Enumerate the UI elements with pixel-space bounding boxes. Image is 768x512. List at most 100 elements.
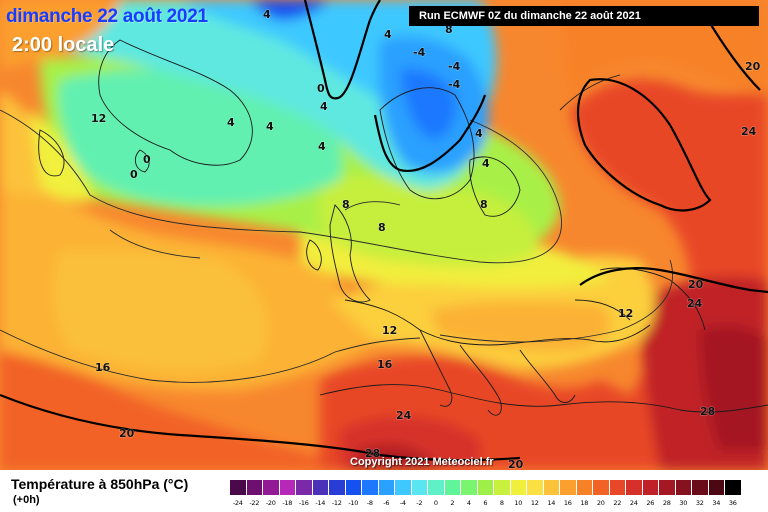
legend-swatch: 36 — [725, 480, 742, 508]
legend-value: 10 — [514, 499, 523, 507]
lead-time: (+0h) — [13, 494, 40, 506]
contour-label: 0 — [130, 168, 138, 181]
legend-color — [609, 480, 625, 495]
legend-color — [675, 480, 691, 495]
legend-value: -6 — [383, 499, 390, 507]
legend-value: 36 — [728, 499, 737, 507]
contour-label: -4 — [448, 78, 461, 91]
legend-color — [230, 480, 246, 495]
legend-value: 30 — [679, 499, 688, 507]
legend-swatch: -18 — [279, 480, 296, 508]
legend-swatch: 28 — [659, 480, 676, 508]
legend-color — [428, 480, 444, 495]
legend-swatch: -12 — [329, 480, 346, 508]
legend-value: 28 — [662, 499, 671, 507]
legend-value: 32 — [695, 499, 704, 507]
legend-value: 22 — [613, 499, 622, 507]
contour-label: 4 — [227, 116, 235, 129]
legend-value: -22 — [249, 499, 260, 507]
contour-label: 12 — [382, 324, 397, 337]
legend-color — [362, 480, 378, 495]
legend-value: 6 — [483, 499, 488, 507]
legend-color — [279, 480, 295, 495]
local-time-title: 2:00 locale — [12, 34, 115, 56]
legend-swatch: 18 — [576, 480, 593, 508]
legend-swatch: 0 — [428, 480, 445, 508]
contour-label: 24 — [741, 125, 757, 138]
contour-label: 4 — [266, 120, 274, 133]
color-scale-legend: -24 -22 -20 -18 -16 -14 -12 -10 -8 -6 -4 -2 0 2 4 6 8 10 1… — [230, 480, 742, 508]
legend-color — [411, 480, 427, 495]
contour-label: 28 — [365, 447, 380, 460]
legend-footer: Température à 850hPa (°C) (+0h) -24 -22 -2… — [0, 470, 768, 512]
legend-color — [593, 480, 609, 495]
legend-color — [494, 480, 510, 495]
legend-value: 20 — [596, 499, 605, 507]
legend-color — [263, 480, 279, 495]
contour-label: 4 — [318, 140, 326, 153]
legend-value: -24 — [232, 499, 243, 507]
contour-label: -4 — [413, 46, 426, 59]
legend-swatch: -8 — [362, 480, 379, 508]
contour-label: 20 — [745, 60, 761, 73]
legend-value: 0 — [433, 499, 438, 507]
coastlines — [38, 39, 768, 416]
contour-label: 24 — [396, 409, 412, 422]
legend-color — [626, 480, 642, 495]
contour-label: 4 — [384, 28, 392, 41]
thin-isotherms — [0, 109, 673, 383]
contour-label: 16 — [95, 361, 111, 374]
legend-color — [659, 480, 675, 495]
legend-swatch: -14 — [312, 480, 329, 508]
legend-swatch: -10 — [345, 480, 362, 508]
legend-color — [378, 480, 394, 495]
legend-swatch: 2 — [444, 480, 461, 508]
legend-color — [576, 480, 592, 495]
legend-value: -2 — [416, 499, 423, 507]
legend-value: -8 — [366, 499, 373, 507]
legend-color — [477, 480, 493, 495]
legend-value: 18 — [580, 499, 589, 507]
legend-color — [329, 480, 345, 495]
contour-label: 20 — [688, 278, 704, 291]
legend-value: -20 — [265, 499, 276, 507]
legend-color — [444, 480, 460, 495]
forecast-date-title: dimanche 22 août 2021 — [6, 6, 208, 27]
legend-value: 2 — [450, 499, 455, 507]
contour-label: 8 — [378, 221, 386, 234]
legend-swatch: -4 — [395, 480, 412, 508]
legend-value: 14 — [547, 499, 556, 507]
legend-color — [560, 480, 576, 495]
legend-color — [296, 480, 312, 495]
legend-swatch: 14 — [543, 480, 560, 508]
parameter-title: Température à 850hPa (°C) — [11, 476, 189, 492]
legend-color — [708, 480, 724, 495]
contour-label: -4 — [448, 60, 461, 73]
legend-swatch: 8 — [494, 480, 511, 508]
legend-swatch: 12 — [527, 480, 544, 508]
legend-swatch: -22 — [246, 480, 263, 508]
copyright-text: Copyright 2021 Meteociel.fr — [350, 456, 494, 468]
legend-color — [395, 480, 411, 495]
contour-label: 20 — [119, 427, 135, 440]
legend-value: 24 — [629, 499, 638, 507]
contour-label: 16 — [377, 358, 393, 371]
legend-value: 4 — [466, 499, 471, 507]
legend-swatch: -16 — [296, 480, 313, 508]
contour-label: 8 — [342, 198, 350, 211]
legend-swatch: 16 — [560, 480, 577, 508]
legend-value: -4 — [399, 499, 406, 507]
legend-swatch: 6 — [477, 480, 494, 508]
contour-label: 4 — [482, 157, 490, 170]
legend-swatch: 20 — [593, 480, 610, 508]
legend-color — [461, 480, 477, 495]
legend-value: -18 — [282, 499, 293, 507]
legend-swatch: 30 — [675, 480, 692, 508]
legend-swatch: 10 — [510, 480, 527, 508]
legend-value: -12 — [331, 499, 342, 507]
contour-label: 24 — [687, 297, 703, 310]
contour-label: 8 — [445, 23, 453, 36]
legend-color — [642, 480, 658, 495]
legend-value: -16 — [298, 499, 309, 507]
